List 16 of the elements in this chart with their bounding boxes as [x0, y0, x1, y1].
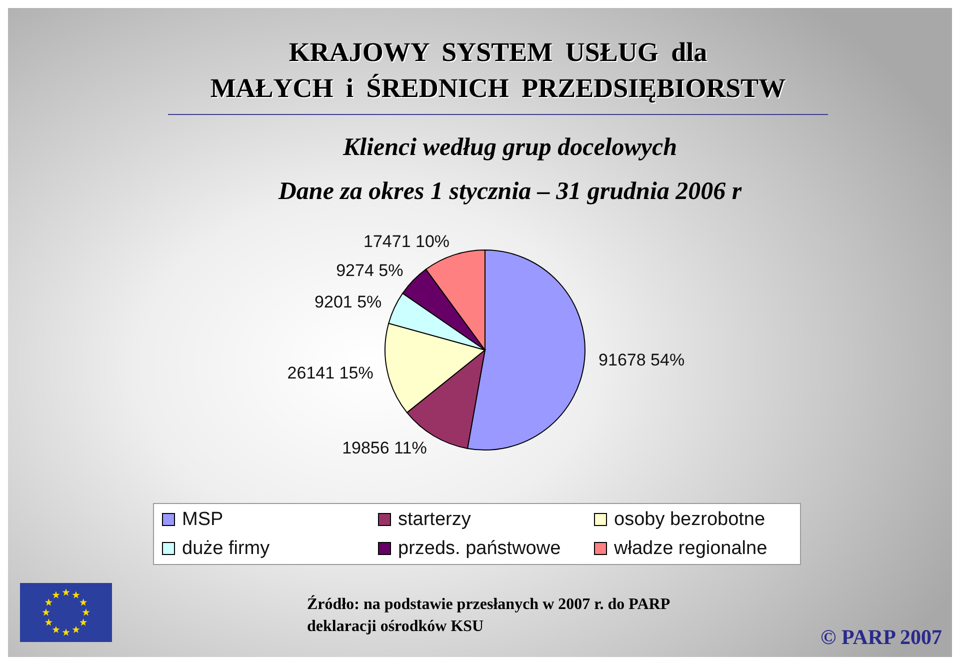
chart-title: KRAJOWY SYSTEM USŁUG dla MAŁYCH i ŚREDNICH PRZEDSIĘBIORSTW [168, 34, 828, 115]
text: Źródło: na podstawie przesłanych w 2007 r. do PARP deklaracji ośrodków KSU [307, 594, 670, 637]
chart-subtitle: Klienci według grup docelowych Dane za okres 1 stycznia – 31 grudnia 2006 r [277, 133, 743, 207]
legend-label: władze regionalne [614, 538, 768, 560]
legend-label: MSP [182, 508, 224, 530]
legend-label: osoby bezrobotne [614, 508, 766, 530]
data-label: 17471 10% [364, 232, 450, 252]
data-label: 26141 15% [287, 363, 374, 382]
legend-label: przeds. państwowe [398, 538, 561, 560]
data-label: 9201 5% [314, 292, 382, 312]
data-label: 19856 11% [342, 438, 427, 458]
text: © PARP 2007 [820, 624, 942, 650]
legend-label: duże firmy [182, 538, 270, 560]
data-label: 91678 54% [598, 350, 685, 370]
data-label: 9274 5% [336, 261, 404, 280]
legend-label: starterzy [398, 508, 471, 530]
